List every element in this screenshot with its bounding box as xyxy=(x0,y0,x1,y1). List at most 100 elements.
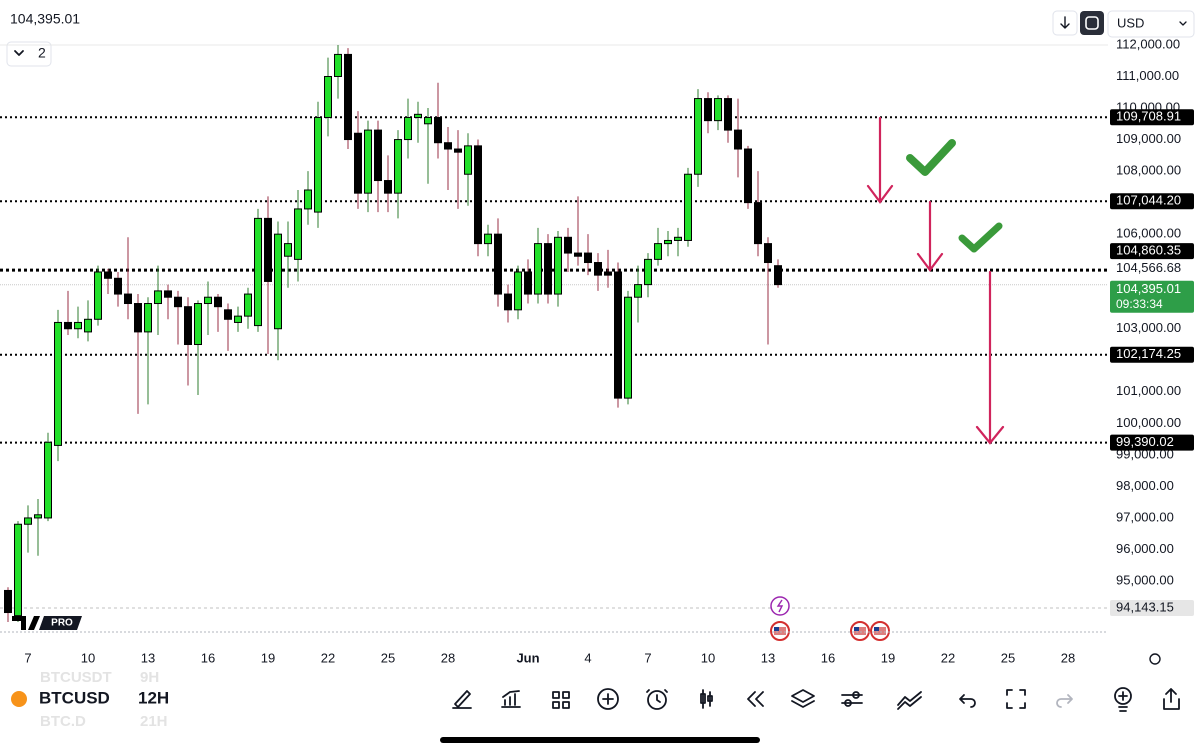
candle-body xyxy=(114,277,122,295)
candle-body xyxy=(574,252,582,257)
candle-body xyxy=(104,271,112,279)
y-tick-label: 101,000.00 xyxy=(1116,383,1181,398)
x-tick-label: 16 xyxy=(201,650,215,665)
level-label: 99,390.02 xyxy=(1116,434,1174,449)
share-tool[interactable] xyxy=(1163,688,1180,710)
currency-select[interactable] xyxy=(1107,10,1195,38)
level-label-bg xyxy=(1110,346,1194,363)
check-mark xyxy=(958,222,1003,253)
symbol[interactable]: BTCUSD xyxy=(39,688,110,707)
lightning xyxy=(776,599,784,613)
draw-tool[interactable] xyxy=(452,690,472,709)
candle-body xyxy=(404,116,412,141)
candle-body xyxy=(444,142,452,150)
candle-body xyxy=(184,306,192,346)
interval[interactable]: 12H xyxy=(138,688,169,707)
candle-body xyxy=(654,243,662,260)
candle-body xyxy=(724,98,732,131)
candle-body xyxy=(714,98,722,122)
layout-button[interactable] xyxy=(6,41,52,67)
home-indicator xyxy=(440,737,760,743)
x-tick-label: 10 xyxy=(81,650,95,665)
y-tick-label: 100,000.00 xyxy=(1116,415,1181,430)
x-tick-label: 28 xyxy=(1061,650,1075,665)
logo: PRO xyxy=(12,616,82,630)
candle-body xyxy=(474,145,482,245)
arrow xyxy=(975,270,1005,445)
y-tick-label: 106,000.00 xyxy=(1116,226,1181,241)
candle-body xyxy=(94,271,102,320)
ghost-interval: 9H xyxy=(140,669,159,686)
replay-tool[interactable] xyxy=(747,691,764,707)
candle-body xyxy=(224,309,232,320)
level-label-bg xyxy=(1110,243,1194,260)
candle-body xyxy=(704,98,712,122)
candle-body xyxy=(4,589,12,614)
candle-body xyxy=(254,217,262,327)
candle-body xyxy=(284,243,292,257)
candle-body xyxy=(514,271,522,311)
x-tick-label: 16 xyxy=(821,650,835,665)
candle-body xyxy=(194,303,202,346)
candle-body xyxy=(534,243,542,295)
add-tool[interactable] xyxy=(597,688,619,710)
candle-body xyxy=(14,523,22,617)
chevron-icon xyxy=(1179,21,1187,26)
candle-body xyxy=(274,233,282,330)
toolbar xyxy=(452,687,1180,712)
candle-body xyxy=(424,116,432,125)
x-tick-label: 25 xyxy=(381,650,395,665)
redo-tool[interactable] xyxy=(1056,694,1073,708)
fullscreen-tool[interactable] xyxy=(1006,689,1026,709)
candle-body xyxy=(454,148,462,153)
candle-body xyxy=(44,441,52,519)
indicators-tool[interactable] xyxy=(501,690,521,708)
layers-tool[interactable] xyxy=(791,689,815,708)
candle-body xyxy=(664,239,672,245)
sync-icon xyxy=(1085,16,1099,30)
candle-body xyxy=(24,517,32,525)
level-label-bg xyxy=(1110,109,1194,126)
y-tick-label: 96,000.00 xyxy=(1116,541,1174,556)
chevron-icon xyxy=(14,50,24,56)
y-tick-label: 111,000.00 xyxy=(1116,68,1179,83)
candle-body xyxy=(54,321,62,446)
alert-tool[interactable] xyxy=(647,690,667,710)
check-mark xyxy=(906,139,956,176)
candle-body xyxy=(294,208,302,260)
templates-tool[interactable] xyxy=(552,691,570,709)
candle-body xyxy=(154,290,162,305)
sync-button[interactable] xyxy=(1080,11,1104,35)
candle-body xyxy=(754,202,762,245)
undo-tool[interactable] xyxy=(959,694,976,708)
candle-body xyxy=(564,236,572,254)
ideas-tool[interactable] xyxy=(1114,687,1132,705)
candle-body xyxy=(464,145,472,175)
arrow xyxy=(866,116,894,204)
candle-body xyxy=(34,514,42,519)
x-tick-label: Jun xyxy=(516,650,539,665)
candle-body xyxy=(344,53,352,141)
candle-body xyxy=(84,318,92,333)
x-tick-label: 13 xyxy=(141,650,155,665)
x-tick-label: 19 xyxy=(261,650,275,665)
compare-tool[interactable] xyxy=(897,691,922,710)
x-tick-label: 7 xyxy=(24,650,31,665)
chart-type-tool[interactable] xyxy=(700,689,713,709)
x-tick-label: 28 xyxy=(441,650,455,665)
y-tick-label: 103,000.00 xyxy=(1116,320,1181,335)
annotations xyxy=(866,116,1005,445)
countdown: 09:33:34 xyxy=(1116,297,1163,311)
candle-body xyxy=(204,296,212,305)
y-tick-label: 95,000.00 xyxy=(1116,572,1174,587)
level-label-bg xyxy=(1110,193,1194,210)
candle-body xyxy=(264,217,272,282)
level-label-bg xyxy=(1110,260,1194,277)
y-tick-label: 98,000.00 xyxy=(1116,478,1174,493)
level-label-bg xyxy=(1110,434,1194,451)
y-tick-label: 109,000.00 xyxy=(1116,131,1181,146)
settings-icon[interactable] xyxy=(1149,653,1161,665)
candle-body xyxy=(394,139,402,194)
last-price-label: 104,395.01 xyxy=(1116,281,1181,296)
